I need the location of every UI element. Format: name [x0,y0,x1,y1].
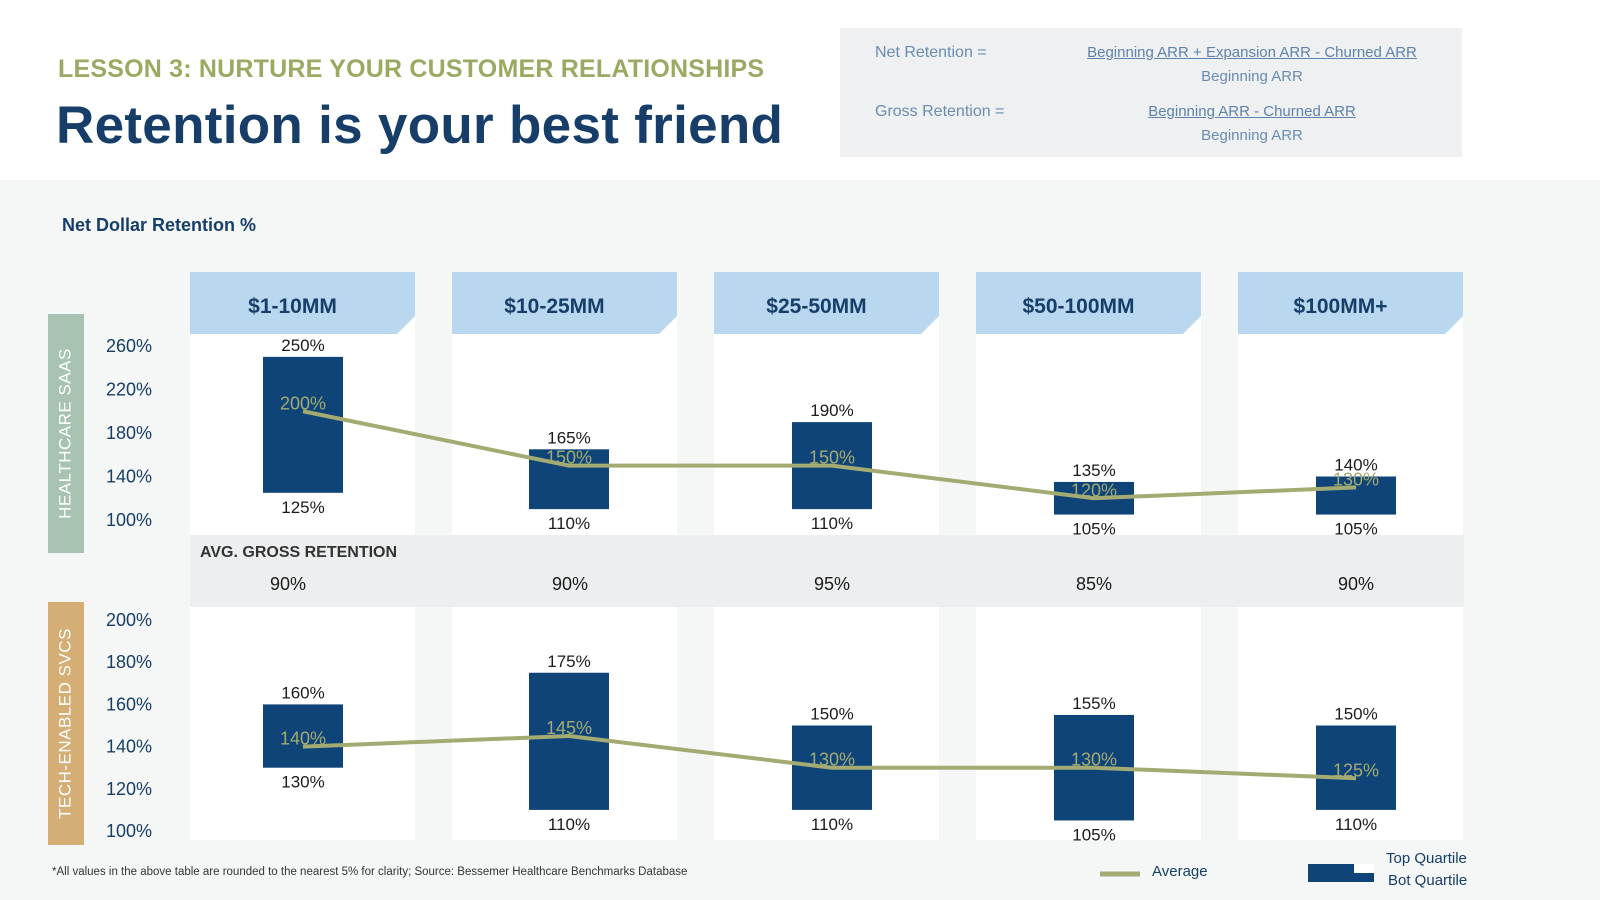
legend-bot-quartile-label: Bot Quartile [1388,872,1467,889]
healthcare-y-tick: 180% [106,423,152,443]
healthcare-average-line [302,409,1357,501]
category-tab [714,272,939,334]
tech-y-tick: 160% [106,694,152,714]
gross-retention-label: AVG. GROSS RETENTION [200,544,397,561]
healthcare-average-label: 150% [546,448,592,468]
healthcare-top-quartile-label: 190% [810,401,853,420]
gross-retention-value: 90% [270,574,306,594]
healthcare-bot-quartile-label: 110% [548,514,590,533]
tech-top-quartile-label: 155% [1072,694,1115,713]
tech-bot-quartile-label: 130% [281,773,324,792]
gross-retention-row [190,535,1464,607]
tech-y-tick: 100% [106,821,152,841]
tech-top-quartile-label: 150% [810,705,853,724]
gross-retention-value: 95% [814,574,850,594]
tech-average-label: 130% [1071,750,1117,770]
healthcare-quartile-bar [263,356,343,493]
healthcare-average-label: 200% [280,393,326,413]
net-retention-numerator: Beginning ARR + Expansion ARR - Churned … [1087,44,1417,61]
healthcare-top-quartile-label: 140% [1334,456,1377,475]
category-tab [190,272,415,334]
healthcare-saas-label: HEALTHCARE SAAS [55,348,74,519]
tech-y-tick: 200% [106,610,152,630]
healthcare-quartile-bar [1316,476,1396,515]
footnote: *All values in the above table are round… [52,866,688,878]
tech-enabled-svcs-label-bg [48,602,84,845]
tech-quartile-bar [263,704,343,768]
gross-retention-value: 90% [552,574,588,594]
tech-enabled-svcs-label: TECH-ENABLED SVCS [55,628,74,819]
tech-y-tick: 140% [106,737,152,757]
category-label: $25-50MM [766,295,866,318]
healthcare-y-tick: 220% [106,380,152,400]
tech-bot-quartile-label: 105% [1072,825,1115,844]
chart-subtitle: Net Dollar Retention % [62,215,257,235]
lesson-label: LESSON 3: NURTURE YOUR CUSTOMER RELATION… [58,55,765,83]
category-label: $50-100MM [1022,295,1134,318]
tech-quartile-bar [529,672,609,810]
healthcare-y-tick: 140% [106,467,152,487]
net-retention-label: Net Retention = [875,44,987,61]
tech-quartile-bar [1316,725,1396,810]
legend-average-label: Average [1152,863,1208,880]
gross-retention-value: 85% [1076,574,1112,594]
category-label: $100MM+ [1294,295,1388,318]
tech-average-label: 145% [546,718,592,738]
tech-average-label: 125% [1333,760,1379,780]
healthcare-y-tick: 260% [106,336,152,356]
healthcare-average-label: 130% [1333,469,1379,489]
healthcare-average-label: 150% [809,448,855,468]
healthcare-bot-quartile-label: 125% [281,498,324,517]
tech-bot-quartile-label: 110% [1335,815,1377,834]
healthcare-y-tick: 100% [106,510,152,530]
healthcare-top-quartile-label: 250% [281,336,324,355]
healthcare-average-label: 120% [1071,480,1117,500]
tech-top-quartile-label: 160% [281,683,324,702]
tech-top-quartile-label: 175% [547,652,590,671]
healthcare-bot-quartile-label: 105% [1072,520,1115,539]
tech-average-label: 130% [809,750,855,770]
tech-bot-quartile-label: 110% [811,815,853,834]
gross-retention-numerator: Beginning ARR - Churned ARR [1148,103,1356,120]
tech-average-label: 140% [280,729,326,749]
healthcare-top-quartile-label: 135% [1072,461,1115,480]
legend-quartile-notch [1354,864,1374,873]
tech-y-tick: 120% [106,779,152,799]
healthcare-bot-quartile-label: 105% [1334,520,1377,539]
category-tab [1238,272,1463,334]
legend-top-quartile-label: Top Quartile [1386,850,1467,867]
tech-average-line [302,734,1357,781]
gross-retention-value: 90% [1338,574,1374,594]
net-retention-denominator: Beginning ARR [1201,68,1303,85]
category-label: $10-25MM [504,295,604,318]
gross-retention-label: Gross Retention = [875,103,1005,120]
page-title: Retention is your best friend [56,96,784,155]
category-tab [452,272,677,334]
healthcare-bot-quartile-label: 110% [811,514,853,533]
tech-y-tick: 180% [106,652,152,672]
healthcare-saas-label-bg [48,314,84,553]
category-label: $1-10MM [248,295,337,318]
category-tab [976,272,1201,334]
tech-bot-quartile-label: 110% [548,815,590,834]
formula-box: Net Retention = Beginning ARR + Expansio… [840,28,1462,157]
tech-top-quartile-label: 150% [1334,705,1377,724]
gross-retention-denominator: Beginning ARR [1201,127,1303,144]
healthcare-top-quartile-label: 165% [547,428,590,447]
